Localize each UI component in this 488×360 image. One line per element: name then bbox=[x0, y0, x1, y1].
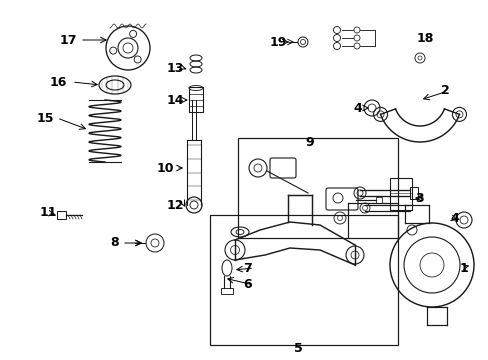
Bar bbox=[221, 288, 232, 294]
Text: 12: 12 bbox=[166, 198, 183, 212]
Bar bbox=[209, 215, 397, 345]
Text: 15: 15 bbox=[36, 112, 54, 125]
Text: 8: 8 bbox=[110, 237, 119, 249]
Text: 2: 2 bbox=[440, 84, 448, 96]
Bar bbox=[238, 138, 397, 238]
Bar bbox=[375, 197, 381, 203]
Text: 7: 7 bbox=[243, 261, 252, 275]
Text: 11: 11 bbox=[39, 206, 57, 219]
Bar bbox=[57, 211, 66, 219]
Text: 16: 16 bbox=[49, 76, 66, 89]
Text: 10: 10 bbox=[156, 162, 173, 175]
Text: 14: 14 bbox=[166, 94, 183, 107]
Text: 4: 4 bbox=[353, 102, 362, 114]
Text: 13: 13 bbox=[166, 62, 183, 75]
Text: 18: 18 bbox=[415, 32, 433, 45]
Text: 17: 17 bbox=[59, 33, 77, 46]
Bar bbox=[389, 178, 411, 210]
Text: 4: 4 bbox=[450, 212, 458, 225]
Bar bbox=[409, 187, 417, 199]
Text: 1: 1 bbox=[459, 261, 468, 275]
Text: 6: 6 bbox=[243, 279, 252, 292]
Text: 19: 19 bbox=[269, 36, 286, 49]
Text: 9: 9 bbox=[305, 135, 314, 149]
Text: 5: 5 bbox=[293, 342, 302, 355]
Bar bbox=[189, 87, 203, 112]
Text: 3: 3 bbox=[415, 192, 424, 204]
